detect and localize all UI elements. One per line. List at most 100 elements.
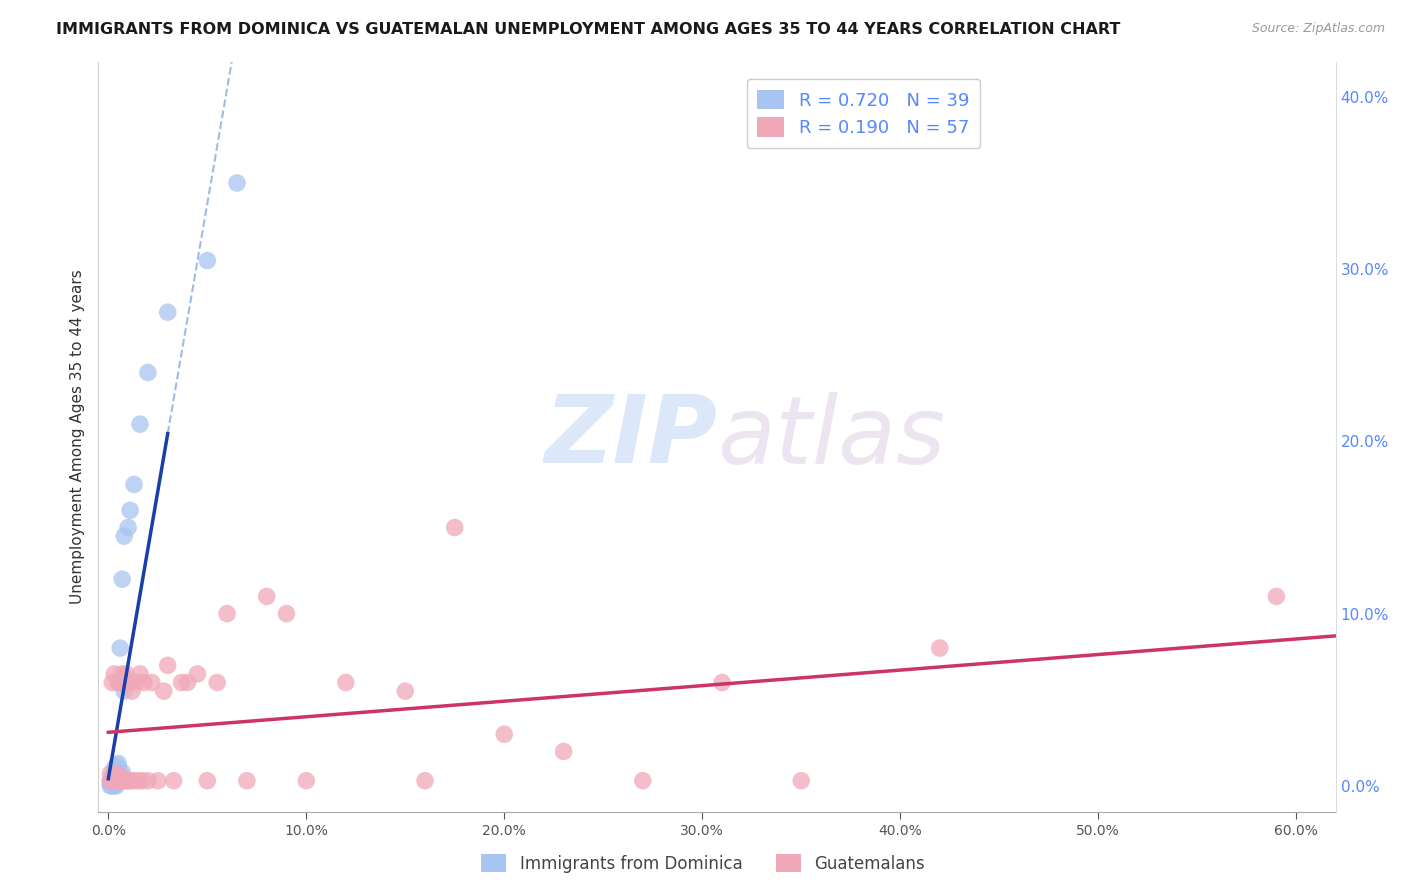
Text: Source: ZipAtlas.com: Source: ZipAtlas.com: [1251, 22, 1385, 36]
Point: [105, 773, 128, 788]
Point: [108, 773, 131, 788]
Point: [98, 779, 121, 793]
Point: [105, 779, 128, 793]
Point: [101, 777, 124, 791]
Point: [152, 684, 174, 698]
Point: [163, 773, 186, 788]
Point: [108, 772, 131, 786]
Point: [101, 779, 124, 793]
Point: [129, 667, 152, 681]
Point: [136, 773, 159, 788]
Point: [112, 684, 135, 698]
Legend: Immigrants from Dominica, Guatemalans: Immigrants from Dominica, Guatemalans: [475, 847, 931, 880]
Point: [107, 773, 129, 788]
Point: [711, 675, 734, 690]
Point: [127, 773, 149, 788]
Point: [553, 744, 575, 758]
Point: [631, 773, 654, 788]
Point: [176, 675, 198, 690]
Point: [98, 773, 121, 788]
Point: [141, 675, 163, 690]
Point: [111, 667, 134, 681]
Point: [101, 772, 124, 786]
Point: [108, 675, 131, 690]
Point: [122, 773, 145, 788]
Text: IMMIGRANTS FROM DOMINICA VS GUATEMALAN UNEMPLOYMENT AMONG AGES 35 TO 44 YEARS CO: IMMIGRANTS FROM DOMINICA VS GUATEMALAN U…: [56, 22, 1121, 37]
Text: ZIP: ZIP: [544, 391, 717, 483]
Point: [103, 770, 125, 784]
Point: [98, 773, 121, 788]
Point: [790, 773, 813, 788]
Point: [111, 773, 134, 788]
Point: [98, 767, 121, 781]
Point: [122, 477, 145, 491]
Point: [131, 773, 153, 788]
Point: [120, 503, 142, 517]
Point: [295, 773, 318, 788]
Point: [117, 520, 139, 534]
Point: [115, 675, 138, 690]
Point: [111, 770, 134, 784]
Point: [136, 366, 159, 380]
Point: [494, 727, 516, 741]
Point: [236, 773, 259, 788]
Point: [103, 779, 125, 793]
Point: [105, 758, 128, 772]
Point: [117, 773, 139, 788]
Point: [170, 675, 193, 690]
Legend: R = 0.720   N = 39, R = 0.190   N = 57: R = 0.720 N = 39, R = 0.190 N = 57: [747, 79, 980, 148]
Point: [146, 773, 169, 788]
Point: [413, 773, 436, 788]
Point: [205, 675, 228, 690]
Point: [107, 756, 129, 771]
Point: [217, 607, 239, 621]
Point: [1265, 590, 1288, 604]
Point: [107, 675, 129, 690]
Point: [101, 675, 124, 690]
Point: [112, 529, 135, 543]
Point: [101, 768, 124, 782]
Point: [115, 667, 138, 681]
Point: [107, 767, 129, 781]
Point: [276, 607, 298, 621]
Point: [443, 520, 465, 534]
Point: [103, 773, 125, 788]
Point: [256, 590, 278, 604]
Point: [226, 176, 249, 190]
Point: [107, 773, 129, 788]
Point: [111, 765, 134, 780]
Point: [105, 767, 128, 781]
Point: [115, 773, 138, 788]
Point: [195, 773, 218, 788]
Point: [156, 305, 179, 319]
Point: [112, 675, 135, 690]
Point: [103, 773, 125, 788]
Point: [103, 762, 125, 776]
Point: [111, 572, 134, 586]
Point: [105, 768, 128, 782]
Point: [98, 777, 121, 791]
Point: [107, 770, 129, 784]
Point: [156, 658, 179, 673]
Point: [107, 762, 129, 776]
Point: [105, 775, 128, 789]
Point: [186, 667, 208, 681]
Point: [195, 253, 218, 268]
Point: [107, 770, 129, 784]
Point: [111, 770, 134, 784]
Y-axis label: Unemployment Among Ages 35 to 44 years: Unemployment Among Ages 35 to 44 years: [69, 269, 84, 605]
Point: [129, 417, 152, 432]
Point: [112, 773, 135, 788]
Point: [108, 675, 131, 690]
Point: [121, 684, 143, 698]
Point: [120, 773, 142, 788]
Text: atlas: atlas: [717, 392, 945, 483]
Point: [928, 641, 950, 656]
Point: [103, 775, 125, 789]
Point: [117, 675, 139, 690]
Point: [105, 772, 128, 786]
Point: [335, 675, 357, 690]
Point: [132, 675, 155, 690]
Point: [394, 684, 416, 698]
Point: [108, 641, 131, 656]
